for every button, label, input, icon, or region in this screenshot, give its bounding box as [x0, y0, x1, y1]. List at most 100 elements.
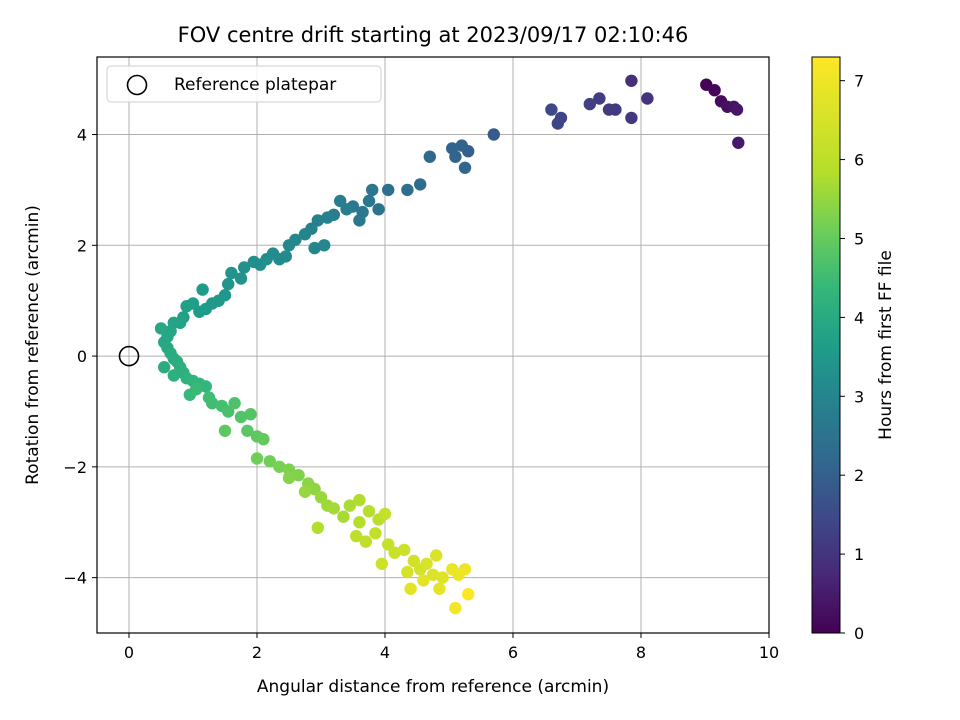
y-tick-label: 2	[77, 236, 87, 255]
data-point	[449, 601, 462, 615]
data-point	[625, 74, 638, 88]
data-point	[190, 383, 203, 396]
data-point	[308, 241, 321, 255]
data-point	[234, 272, 248, 285]
data-point	[359, 535, 372, 548]
data-point	[273, 460, 286, 473]
data-point	[730, 103, 744, 116]
data-point	[327, 502, 340, 515]
data-point	[401, 183, 414, 197]
data-point	[321, 211, 334, 224]
data-point	[593, 92, 606, 105]
data-point	[414, 178, 427, 191]
reference-platepar-marker	[118, 345, 140, 367]
data-point	[641, 92, 654, 105]
data-point	[292, 469, 305, 482]
data-point	[462, 588, 475, 601]
y-axis-label: Rotation from reference (arcmin)	[23, 205, 43, 485]
data-point	[436, 571, 449, 584]
colorbar-gradient	[811, 56, 841, 634]
data-point	[602, 103, 616, 116]
data-point	[199, 380, 212, 393]
data-point	[455, 139, 468, 152]
data-point	[353, 516, 366, 529]
colorbar-tick-label: 1	[854, 545, 864, 564]
y-tick-label: −2	[63, 458, 87, 477]
data-point	[196, 283, 209, 296]
plot-frame	[96, 56, 770, 634]
y-tick-label: 4	[77, 126, 87, 145]
x-tick-label: 0	[124, 643, 134, 662]
colorbar-tick-label: 3	[854, 387, 864, 406]
data-point	[362, 505, 376, 518]
data-point	[298, 228, 312, 241]
legend: Reference platepar	[106, 65, 382, 103]
data-point	[545, 103, 558, 116]
data-point	[282, 239, 296, 252]
data-point	[430, 549, 443, 562]
data-point	[417, 574, 430, 587]
data-point	[206, 397, 219, 410]
x-tick-label: 8	[636, 643, 646, 662]
data-point	[446, 142, 459, 155]
data-point	[353, 493, 366, 507]
data-point	[551, 117, 564, 130]
grid	[97, 57, 770, 633]
data-point	[225, 266, 238, 280]
data-point	[398, 543, 411, 557]
data-point	[458, 563, 472, 576]
data-point	[158, 361, 171, 374]
data-point	[350, 529, 363, 543]
data-point	[154, 322, 168, 335]
x-tick-label: 6	[508, 643, 518, 662]
x-tick-label: 4	[380, 643, 390, 662]
data-point	[382, 183, 395, 197]
x-tick-label: 10	[759, 643, 779, 662]
data-point	[318, 239, 331, 252]
data-point	[244, 408, 257, 421]
y-tick-label: −4	[63, 569, 87, 588]
colorbar-tick-label: 0	[854, 624, 864, 643]
data-point	[228, 397, 241, 410]
legend-marker-icon	[126, 74, 148, 96]
data-point	[257, 433, 270, 446]
legend-label: Reference platepar	[174, 75, 336, 95]
colorbar: 0 1 2 3 4 5 6 7 Hours from first FF file	[811, 56, 896, 643]
data-point	[366, 183, 379, 197]
data-point	[263, 455, 276, 468]
y-axis-ticks: −4 −2 0 2 4	[63, 126, 97, 588]
y-tick-label: 0	[77, 347, 87, 366]
data-point	[218, 424, 232, 437]
colorbar-tick-label: 7	[854, 72, 864, 91]
data-point	[487, 128, 500, 141]
data-point	[250, 452, 264, 465]
colorbar-tick-label: 2	[854, 466, 864, 485]
data-point	[423, 150, 436, 163]
x-axis-label: Angular distance from reference (arcmin)	[257, 677, 609, 697]
data-point	[241, 424, 254, 437]
x-tick-label: 2	[252, 643, 262, 662]
data-point	[372, 203, 385, 216]
colorbar-tick-label: 6	[854, 151, 864, 170]
data-point	[343, 499, 356, 512]
colorbar-tick-label: 4	[854, 308, 864, 327]
data-point	[167, 369, 180, 382]
data-point	[362, 194, 376, 208]
data-point	[378, 507, 392, 521]
data-point	[334, 194, 347, 208]
data-point	[388, 546, 401, 559]
data-point	[404, 582, 417, 595]
chart-title: FOV centre drift starting at 2023/09/17 …	[178, 23, 689, 47]
data-point	[433, 582, 446, 595]
data-point	[369, 527, 382, 540]
colorbar-ticks: 0 1 2 3 4 5 6 7	[840, 72, 864, 643]
data-point	[426, 568, 440, 581]
data-point	[625, 111, 638, 125]
data-point	[222, 277, 235, 291]
data-point	[298, 485, 312, 498]
data-point	[708, 84, 721, 97]
colorbar-label: Hours from first FF file	[876, 250, 896, 440]
data-point	[282, 471, 296, 485]
data-point	[583, 97, 596, 111]
